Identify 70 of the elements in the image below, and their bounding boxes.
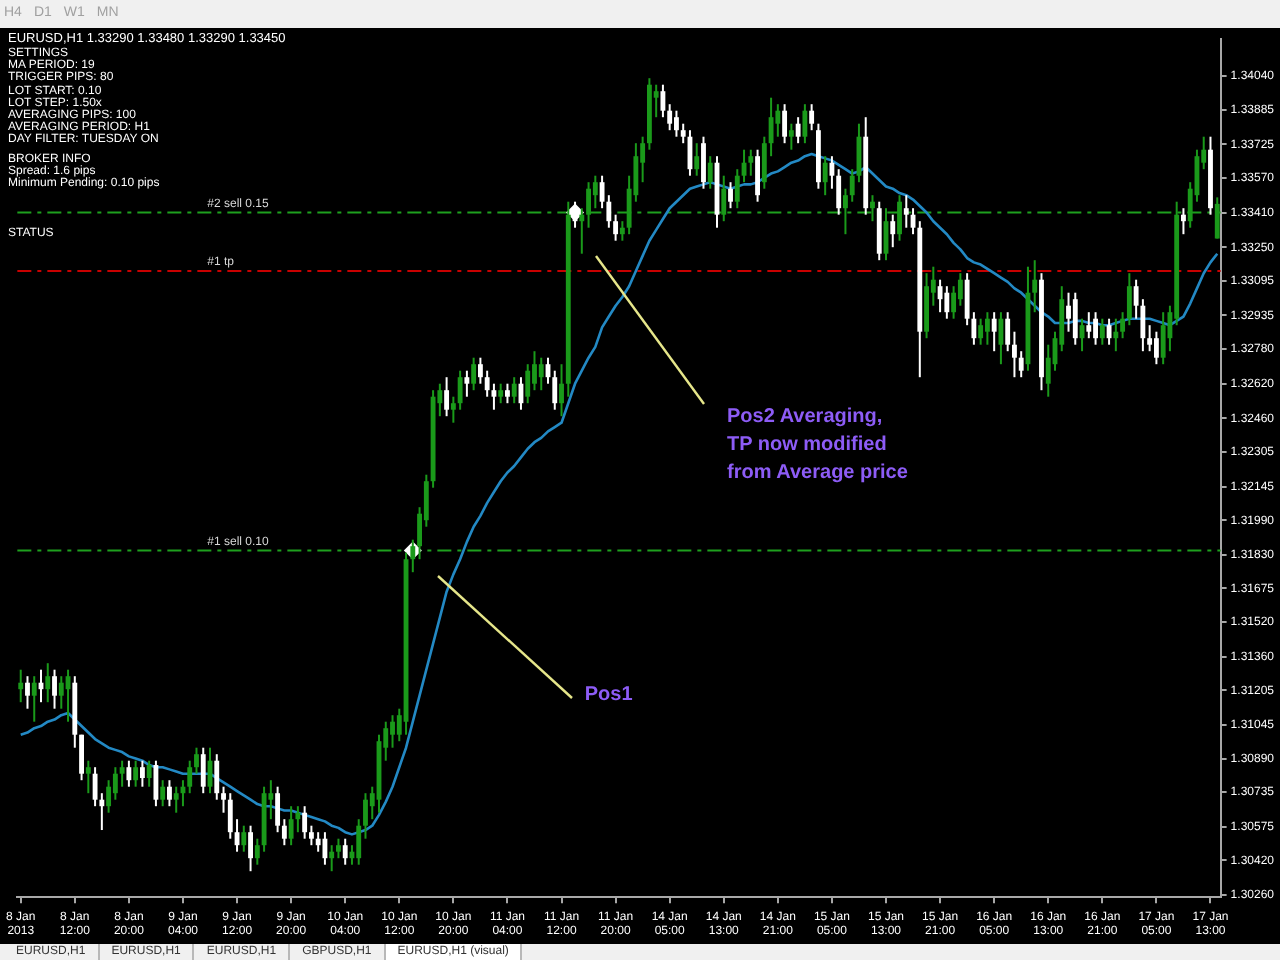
candlestick xyxy=(329,844,335,873)
candlestick xyxy=(809,103,815,132)
candlestick xyxy=(903,194,909,229)
candlestick xyxy=(248,824,253,873)
candlestick xyxy=(146,759,152,788)
candlestick xyxy=(538,356,544,392)
candlestick xyxy=(782,103,788,145)
candlestick xyxy=(498,382,504,405)
candlestick xyxy=(1106,317,1112,346)
candlestick xyxy=(167,779,172,808)
candlestick xyxy=(1093,311,1098,346)
candlestick xyxy=(45,662,51,704)
candlestick xyxy=(31,675,37,723)
candlestick xyxy=(728,181,733,210)
candlestick xyxy=(25,675,30,710)
candlestick xyxy=(998,311,1004,366)
candlestick xyxy=(1066,291,1071,333)
candlestick xyxy=(126,759,132,788)
candlestick xyxy=(755,148,760,203)
candlestick xyxy=(52,668,57,710)
candlestick xyxy=(1018,350,1024,379)
candlestick xyxy=(85,759,91,795)
candlestick xyxy=(890,213,896,249)
candlestick xyxy=(1086,311,1092,340)
candlestick xyxy=(1072,291,1078,346)
candlestick xyxy=(748,148,754,177)
candlestick xyxy=(119,759,125,788)
candlestick xyxy=(822,155,828,197)
candlestick xyxy=(511,376,517,405)
candlestick xyxy=(802,103,808,145)
candlestick xyxy=(160,779,166,808)
candlestick xyxy=(241,824,247,853)
candlestick xyxy=(937,278,943,314)
candlestick xyxy=(1160,311,1166,366)
candlestick xyxy=(457,369,463,411)
candlestick xyxy=(153,759,159,808)
candlestick xyxy=(464,369,470,398)
candlestick xyxy=(795,116,801,145)
candlestick xyxy=(302,805,308,840)
annotation: Pos2 Averaging, TP now modified from Average price xyxy=(727,404,908,489)
candlestick xyxy=(471,356,477,392)
candlestick xyxy=(984,311,990,346)
candlestick xyxy=(1181,207,1186,236)
candlestick xyxy=(200,746,206,795)
candlestick xyxy=(139,759,145,788)
candlestick xyxy=(707,155,713,190)
candlestick xyxy=(694,142,700,177)
candlestick xyxy=(1153,330,1159,366)
candlestick xyxy=(18,668,24,704)
candlestick xyxy=(173,785,179,814)
candlestick xyxy=(1113,317,1119,353)
candlestick xyxy=(660,83,666,119)
candlestick xyxy=(701,135,706,190)
candlestick xyxy=(978,317,984,346)
candlestick xyxy=(505,382,510,405)
candlestick xyxy=(322,831,328,866)
candlestick xyxy=(288,805,294,847)
candlestick xyxy=(315,831,321,853)
candlestick xyxy=(1099,317,1105,346)
candlestick xyxy=(924,272,929,340)
candlestick xyxy=(788,122,794,151)
candlestick xyxy=(133,759,139,788)
candlestick xyxy=(876,200,882,262)
candlestick xyxy=(991,311,997,353)
candlestick xyxy=(214,753,220,801)
candlestick xyxy=(444,376,450,418)
candlestick xyxy=(944,285,950,320)
candlestick xyxy=(342,837,348,866)
candlestick xyxy=(674,109,679,138)
annotation: Pos1 xyxy=(584,682,633,711)
